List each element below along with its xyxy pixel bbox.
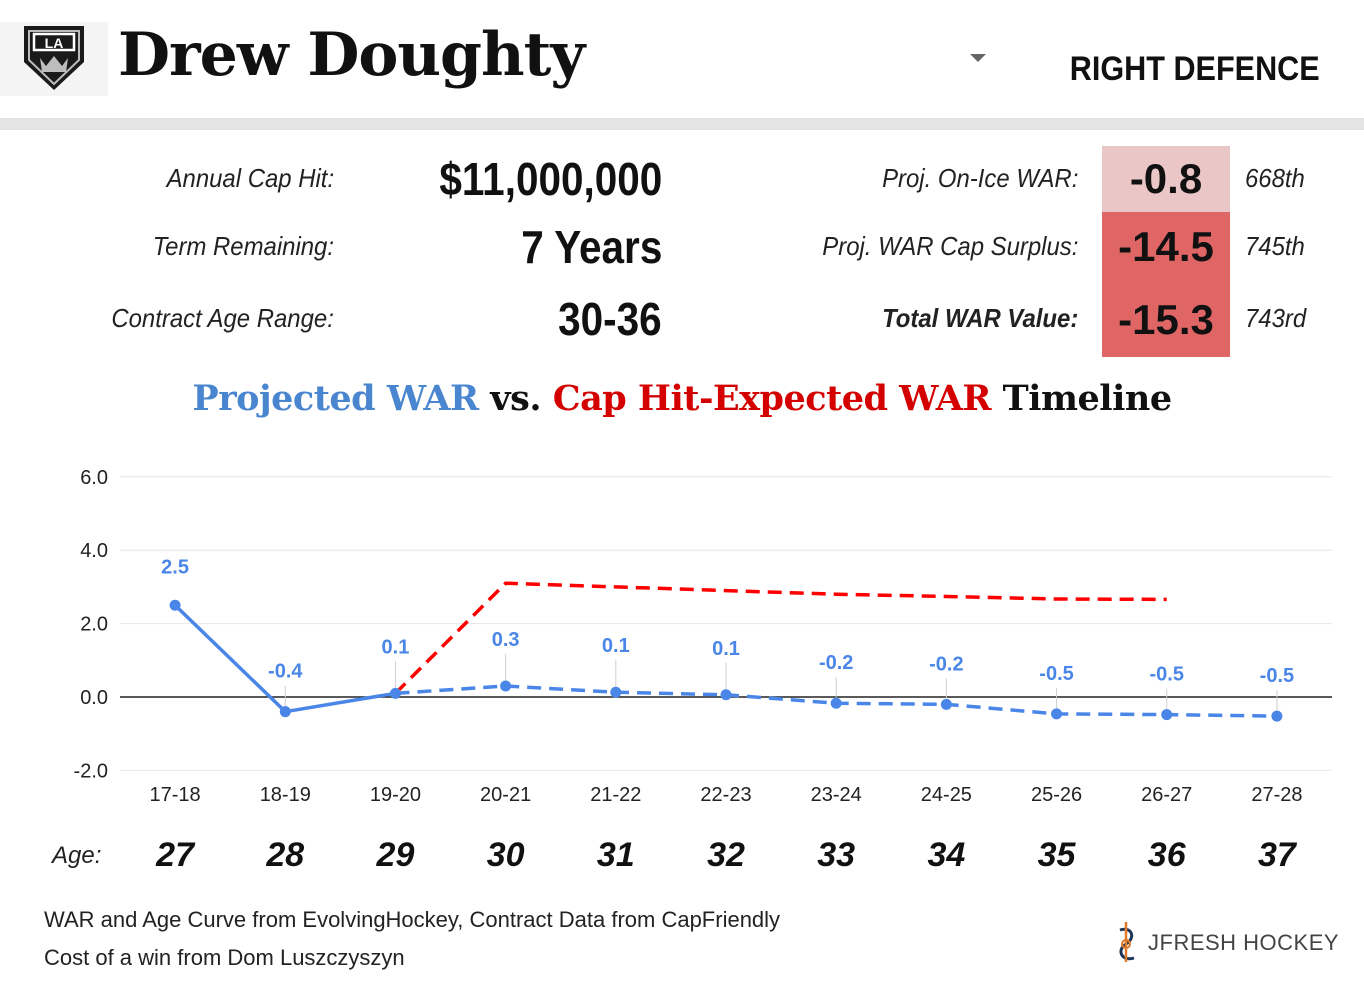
chart-title-timeline: Timeline: [990, 378, 1172, 419]
projected-war-point: [1051, 708, 1063, 720]
war-rank: 668th: [1245, 163, 1305, 193]
projected-war-point: [830, 697, 842, 709]
contract-value: 30-36: [558, 293, 662, 345]
y-tick-label: 2.0: [80, 614, 108, 636]
logo-lettering: LA: [45, 35, 64, 51]
projected-war-label: 0.1: [712, 638, 740, 660]
x-tick-label: 23-24: [811, 784, 862, 806]
contract-label: Term Remaining:: [152, 231, 334, 261]
projected-war-point: [610, 686, 622, 698]
projected-war-label: -0.5: [1260, 665, 1294, 687]
age-value: 33: [817, 836, 856, 874]
chart-title-projected: Projected WAR: [192, 378, 479, 419]
war-value-cell: -15.3: [1102, 282, 1230, 357]
projected-war-point: [169, 599, 181, 611]
projected-war-label: -0.2: [929, 653, 963, 675]
projected-war-point: [940, 698, 952, 710]
projected-war-point: [279, 706, 291, 718]
age-value: 28: [266, 836, 305, 874]
header: LA Drew Doughty RIGHT DEFENCE: [0, 0, 1364, 120]
projected-war-label: -0.4: [268, 661, 303, 683]
expected-war-line: [394, 581, 1167, 695]
chart-title: Projected WAR vs. Cap Hit-Expected WAR T…: [0, 378, 1364, 419]
age-value: 34: [927, 836, 966, 874]
projected-war-label: -0.5: [1039, 663, 1073, 685]
x-tick-label: 25-26: [1031, 784, 1082, 806]
war-rank: 745th: [1245, 231, 1305, 261]
age-value: 30: [486, 836, 525, 874]
chart-title-expected: Cap Hit-Expected WAR: [552, 378, 992, 419]
x-tick-label: 20-21: [480, 784, 531, 806]
player-position: RIGHT DEFENCE: [1070, 50, 1320, 88]
y-tick-label: 0.0: [80, 687, 108, 709]
y-tick-label: 4.0: [80, 540, 108, 562]
y-tick-label: 6.0: [80, 467, 108, 489]
war-label: Proj. On-Ice WAR:: [881, 163, 1078, 193]
contract-label: Annual Cap Hit:: [166, 163, 334, 193]
contract-value: $11,000,000: [439, 153, 662, 205]
source-note: WAR and Age Curve from EvolvingHockey, C…: [44, 907, 781, 932]
y-tick-label: -2.0: [74, 760, 108, 782]
chart-title-vs: vs.: [478, 378, 553, 419]
age-value: 32: [707, 836, 745, 874]
war-value-cell: -14.5: [1102, 212, 1230, 282]
chevron-down-icon[interactable]: [970, 54, 986, 62]
projected-war-point: [720, 689, 732, 701]
war-value-cell: -0.8: [1102, 146, 1230, 212]
brand-name: JFRESH HOCKEY: [1148, 930, 1340, 955]
projected-war-label: 0.3: [492, 629, 520, 651]
projected-war-label: 2.5: [161, 556, 189, 578]
projected-war-label: 0.1: [382, 636, 410, 658]
jfresh-icon: [1119, 922, 1135, 962]
age-value: 31: [596, 836, 635, 874]
x-tick-label: 22-23: [700, 784, 751, 806]
war-label-total: Total WAR Value:: [881, 303, 1078, 333]
projected-war-point: [500, 680, 512, 692]
projected-war-label: -0.2: [819, 652, 853, 674]
projected-war-point: [1271, 710, 1283, 722]
war-rank: 743rd: [1245, 303, 1307, 333]
header-divider: [0, 118, 1364, 130]
x-tick-label: 21-22: [590, 784, 641, 806]
age-value: 27: [156, 836, 194, 874]
war-label: Proj. WAR Cap Surplus:: [821, 231, 1078, 261]
player-name: Drew Doughty: [118, 20, 585, 90]
age-value: 37: [1257, 836, 1296, 874]
x-tick-label: 19-20: [370, 784, 421, 806]
age-label: Age:: [52, 842, 102, 869]
age-value: 36: [1147, 836, 1186, 874]
age-value: 35: [1037, 836, 1076, 874]
x-tick-label: 17-18: [150, 784, 201, 806]
team-logo: LA: [0, 22, 108, 96]
kings-shield-icon: LA: [24, 26, 84, 90]
contract-label: Contract Age Range:: [111, 303, 334, 333]
projected-war-label: 0.1: [602, 635, 630, 657]
age-value: 29: [376, 836, 415, 874]
x-tick-label: 18-19: [260, 784, 311, 806]
projected-war-point: [1161, 709, 1173, 721]
projected-war-point: [389, 687, 401, 699]
x-tick-label: 27-28: [1251, 784, 1302, 806]
source-note: Cost of a win from Dom Luszczyszyn: [44, 945, 405, 970]
brand-logo: JFRESH HOCKEY: [1112, 918, 1339, 966]
x-tick-label: 26-27: [1141, 784, 1192, 806]
projected-war-label: -0.5: [1149, 664, 1183, 686]
war-timeline-chart: 6.0 4.0 2.0 0.0 -2.0 17-18 18-19 19-20 20-21 21-2…: [74, 467, 1332, 806]
x-tick-label: 24-25: [921, 784, 972, 806]
contract-value: 7 Years: [520, 221, 662, 273]
